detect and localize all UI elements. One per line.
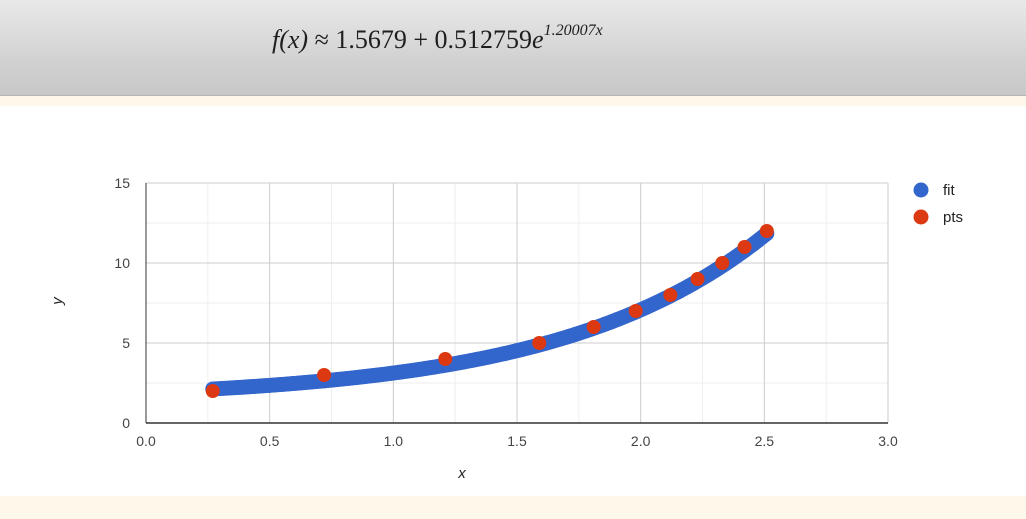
fit-formula: f(x) ≈ 1.5679 + 0.512759e1.20007x	[272, 22, 603, 55]
separator-band	[0, 96, 1026, 106]
y-tick-label: 5	[122, 335, 130, 351]
legend-marker-fit	[913, 182, 929, 198]
data-point	[663, 288, 678, 302]
formula-base: e	[532, 25, 544, 54]
x-tick-label: 2.5	[755, 433, 775, 449]
chart-panel: 0.0 0.5 1.0 1.5 2.0 2.5 3.0 0 5 10 15 x y fit pts	[0, 106, 1026, 496]
data-point	[205, 384, 220, 398]
y-tick-label: 15	[114, 175, 130, 191]
legend-marker-pts	[913, 209, 929, 225]
formula-approx: ≈	[314, 25, 329, 54]
data-point	[737, 240, 752, 254]
formula-constant: 1.5679	[335, 25, 407, 54]
formula-exponent-text: 1.20007x	[543, 22, 603, 39]
x-tick-label: 1.0	[384, 433, 404, 449]
data-point	[690, 272, 705, 286]
formula-coefficient: 0.512759	[434, 25, 533, 54]
data-point	[715, 256, 730, 270]
formula-plus: +	[413, 25, 429, 54]
y-tick-label: 10	[114, 255, 130, 271]
data-point	[586, 320, 601, 334]
data-point	[628, 304, 643, 318]
formula-header: f(x) ≈ 1.5679 + 0.512759e1.20007x	[0, 0, 1026, 96]
data-point	[438, 352, 453, 366]
x-tick-label: 2.0	[631, 433, 651, 449]
data-point	[759, 224, 774, 238]
x-axis-label: x	[457, 465, 466, 482]
formula-exponent: 1.20007x	[544, 22, 603, 39]
formula-lhs: f(x)	[272, 25, 309, 54]
legend-label-fit: fit	[943, 182, 956, 199]
legend-label-pts: pts	[943, 209, 963, 226]
data-point	[532, 336, 547, 350]
y-axis-label: y	[49, 296, 66, 306]
x-tick-label: 0.5	[260, 433, 280, 449]
x-tick-label: 1.5	[507, 433, 527, 449]
x-tick-label: 0.0	[136, 433, 156, 449]
chart: 0.0 0.5 1.0 1.5 2.0 2.5 3.0 0 5 10 15 x y fit pts	[49, 175, 963, 482]
data-point	[317, 368, 332, 382]
y-tick-label: 0	[122, 415, 130, 431]
x-tick-label: 3.0	[878, 433, 898, 449]
